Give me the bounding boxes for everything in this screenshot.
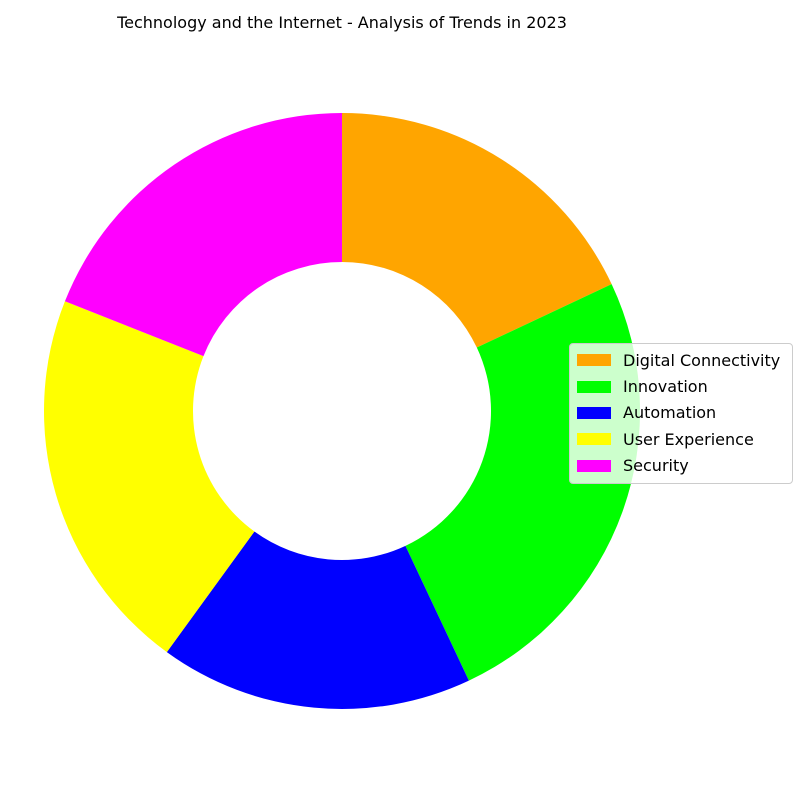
donut-slice-automation [166, 531, 469, 709]
legend: Digital Connectivity Innovation Automation… [569, 343, 793, 484]
legend-item-user-experience: User Experience [577, 426, 785, 452]
legend-swatch [577, 354, 611, 367]
legend-label: Security [623, 456, 689, 476]
legend-swatch [577, 459, 611, 472]
legend-label: Digital Connectivity [623, 350, 781, 370]
legend-label: Automation [623, 403, 717, 423]
legend-swatch [577, 380, 611, 393]
legend-label: Innovation [623, 377, 708, 397]
legend-swatch [577, 433, 611, 446]
donut-slice-security [64, 113, 342, 357]
donut-slice-user-experience [44, 301, 255, 653]
donut-slice-digital-connectivity [342, 113, 612, 348]
legend-label: User Experience [623, 429, 754, 449]
legend-item-security: Security [577, 453, 785, 479]
chart-title: Technology and the Internet - Analysis o… [117, 13, 567, 32]
legend-swatch [577, 406, 611, 419]
legend-item-digital-connectivity: Digital Connectivity [577, 347, 785, 373]
legend-item-automation: Automation [577, 400, 785, 426]
legend-item-innovation: Innovation [577, 373, 785, 399]
